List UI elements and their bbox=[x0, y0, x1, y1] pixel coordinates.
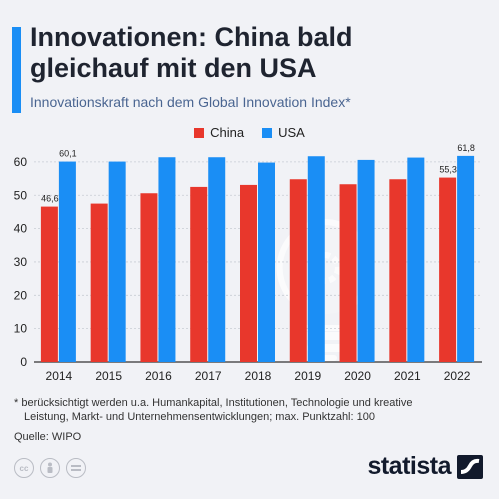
bar-china-2019 bbox=[289, 179, 307, 362]
bar-usa-2018 bbox=[258, 162, 275, 362]
y-tick-label: 30 bbox=[14, 255, 28, 269]
statista-brand[interactable]: statista bbox=[367, 452, 483, 481]
bar-china-2017 bbox=[190, 186, 208, 362]
data-label: 61,8 bbox=[457, 143, 475, 153]
bar-china-2014 bbox=[40, 206, 58, 362]
bar-usa-2019 bbox=[307, 156, 325, 362]
legend-swatch-china bbox=[194, 127, 205, 138]
footnote-line-2: Leistung, Markt- und Unternehmensentwick… bbox=[24, 411, 375, 423]
bar-usa-2015 bbox=[108, 161, 126, 362]
y-tick-label: 60 bbox=[14, 155, 28, 169]
legend-item-china: China bbox=[194, 125, 244, 140]
legend-item-usa: USA bbox=[262, 125, 305, 140]
bar-usa-2021 bbox=[407, 157, 425, 362]
bar-china-2022 bbox=[439, 177, 457, 362]
statista-logo-icon bbox=[457, 454, 483, 479]
bar-usa-2014 bbox=[58, 161, 76, 362]
x-tick-label: 2021 bbox=[394, 369, 421, 383]
title-line-1: Innovationen: China bald bbox=[30, 22, 353, 52]
x-tick-label: 2015 bbox=[95, 369, 122, 383]
x-tick-label: 2017 bbox=[195, 369, 222, 383]
footnote-line-1: * berücksichtigt werden u.a. Humankapita… bbox=[14, 397, 413, 409]
chart-subtitle: Innovationskraft nach dem Global Innovat… bbox=[30, 94, 351, 110]
x-tick-label: 2020 bbox=[344, 369, 371, 383]
cc-icon[interactable]: cc bbox=[14, 458, 34, 478]
x-tick-label: 2022 bbox=[444, 369, 471, 383]
bar-china-2021 bbox=[389, 179, 407, 362]
y-tick-label: 0 bbox=[20, 355, 27, 369]
license-icons: cc bbox=[14, 458, 86, 478]
x-tick-label: 2016 bbox=[145, 369, 172, 383]
title-line-2: gleichauf mit den USA bbox=[30, 53, 317, 83]
brand-name: statista bbox=[367, 452, 451, 480]
legend-swatch-usa bbox=[262, 127, 273, 138]
bar-china-2018 bbox=[240, 184, 257, 362]
legend: China USA bbox=[0, 125, 499, 140]
bar-china-2015 bbox=[90, 203, 108, 362]
equals-icon[interactable] bbox=[66, 458, 86, 478]
data-label: 46,6 bbox=[41, 194, 59, 204]
y-tick-label: 40 bbox=[14, 222, 28, 236]
legend-label-usa: USA bbox=[278, 125, 305, 140]
person-icon[interactable] bbox=[40, 458, 60, 478]
chart-title: Innovationen: China bald gleichauf mit d… bbox=[30, 22, 490, 84]
bar-usa-2016 bbox=[158, 157, 176, 362]
data-label: 60,1 bbox=[59, 149, 77, 159]
bar-usa-2017 bbox=[208, 157, 226, 362]
y-tick-label: 10 bbox=[14, 322, 28, 336]
x-tick-label: 2014 bbox=[46, 369, 73, 383]
x-tick-label: 2019 bbox=[294, 369, 321, 383]
bar-usa-2020 bbox=[357, 159, 375, 362]
x-tick-label: 2018 bbox=[245, 369, 272, 383]
bar-usa-2022 bbox=[457, 155, 475, 362]
bar-china-2020 bbox=[339, 184, 357, 362]
data-label: 55,3 bbox=[439, 165, 457, 175]
footnote: * berücksichtigt werden u.a. Humankapita… bbox=[14, 396, 494, 424]
y-tick-label: 20 bbox=[14, 288, 28, 302]
legend-label-china: China bbox=[210, 125, 245, 140]
source-note: Quelle: WIPO bbox=[14, 431, 82, 443]
title-accent-bar bbox=[12, 27, 21, 113]
y-tick-label: 50 bbox=[14, 188, 28, 202]
bar-china-2016 bbox=[140, 193, 158, 362]
